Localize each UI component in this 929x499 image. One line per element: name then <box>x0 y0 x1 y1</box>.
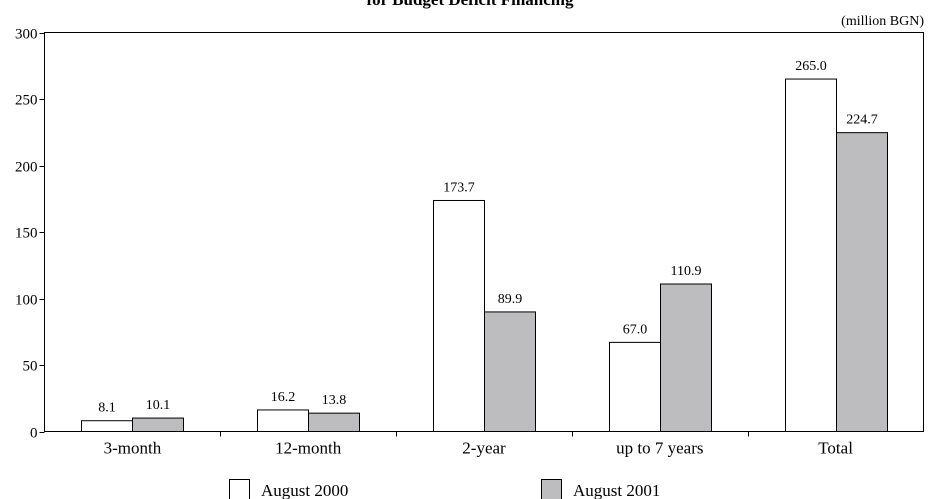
bar-august-2000 <box>81 420 133 432</box>
bar-august-2001 <box>836 132 888 433</box>
data-label: 110.9 <box>671 264 702 279</box>
y-tick-label: 50 <box>23 359 38 375</box>
legend-label: August 2001 <box>573 481 660 499</box>
data-label: 13.8 <box>322 393 347 408</box>
x-tick-label: 12-month <box>275 439 342 458</box>
legend-item: August 2000 <box>229 479 348 499</box>
x-tick-label: 3-month <box>104 439 162 458</box>
legend-label: August 2000 <box>261 481 348 499</box>
plot-area: 0 50 100 150 200 250 300 3-month 12-month 2-year… <box>15 27 924 458</box>
x-axis: 3-month 12-month 2-year up to 7 years Total <box>104 431 853 458</box>
bar-august-2000 <box>257 409 309 433</box>
data-label: 8.1 <box>98 401 116 416</box>
data-label: 10.1 <box>146 398 171 413</box>
data-label: 67.0 <box>623 322 648 337</box>
y-tick-label: 0 <box>30 426 38 442</box>
bar-august-2000 <box>785 78 837 433</box>
bars <box>81 78 888 433</box>
bar-august-2000 <box>433 199 485 432</box>
data-label: 224.7 <box>846 113 878 128</box>
legend: August 2000 August 2001 <box>229 479 660 499</box>
bar-august-2001 <box>132 417 184 432</box>
y-tick-label: 250 <box>15 93 38 109</box>
data-label: 16.2 <box>271 390 296 405</box>
x-tick-label: 2-year <box>462 439 506 458</box>
bar-august-2000 <box>609 341 661 433</box>
data-labels: 8.1 10.1 16.2 13.8 173.7 89.9 67.0 110.9 265.0 22… <box>98 59 878 416</box>
x-tick-label: up to 7 years <box>616 439 703 458</box>
bar-august-2001 <box>660 283 712 432</box>
legend-swatch <box>541 479 562 499</box>
unit-label: (million BGN) <box>841 14 924 29</box>
chart-title: for Budget Deficit Financing <box>367 0 574 9</box>
x-tick-label: Total <box>818 439 853 458</box>
legend-swatch <box>229 479 250 499</box>
bar-august-2001 <box>308 412 360 432</box>
data-label: 265.0 <box>795 59 827 74</box>
bar-august-2001 <box>484 311 536 433</box>
y-tick-label: 300 <box>15 27 38 43</box>
data-label: 89.9 <box>498 292 523 307</box>
legend-item: August 2001 <box>541 479 660 499</box>
y-tick-label: 100 <box>15 293 38 309</box>
data-label: 173.7 <box>443 180 475 195</box>
y-tick-label: 150 <box>15 226 38 242</box>
y-tick-label: 200 <box>15 160 38 176</box>
y-axis: 0 50 100 150 200 250 300 <box>15 27 45 442</box>
